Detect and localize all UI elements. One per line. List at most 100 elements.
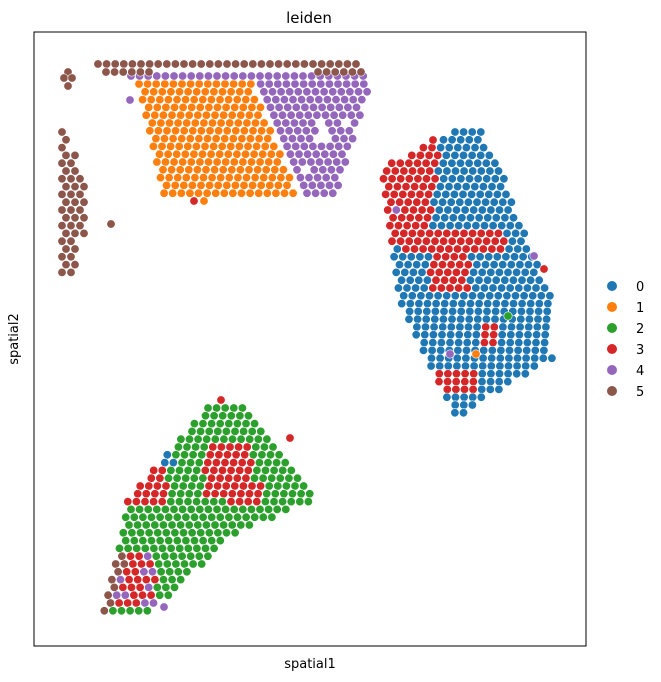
spot-cluster-0 [464, 314, 474, 324]
spot-cluster-2 [108, 606, 118, 616]
spot-cluster-1 [276, 173, 286, 183]
spot-cluster-4 [327, 126, 337, 136]
spot-cluster-3 [135, 582, 145, 592]
spot-cluster-3 [410, 182, 420, 192]
spot-cluster-1 [211, 188, 221, 198]
spot-cluster-1 [178, 102, 188, 112]
spot-cluster-5 [70, 244, 80, 254]
spot-cluster-0 [528, 291, 538, 301]
spot-cluster-1 [242, 118, 252, 128]
spot-cluster-1 [229, 79, 239, 89]
spot-cluster-0 [445, 221, 455, 231]
spot-cluster-3 [470, 244, 480, 254]
spot-cluster-1 [190, 173, 200, 183]
spot-cluster-0 [471, 338, 481, 348]
spot-cluster-4 [292, 165, 302, 175]
spot-cluster-2 [140, 543, 150, 553]
spot-cluster-1 [138, 95, 148, 105]
spot-cluster-0 [444, 182, 454, 192]
spot-cluster-3 [230, 481, 240, 491]
spot-cluster-0 [510, 291, 520, 301]
spot-cluster-0 [429, 197, 439, 207]
spot-cluster-4 [339, 134, 349, 144]
spot-cluster-3 [476, 228, 486, 238]
spot-cluster-3 [124, 575, 134, 585]
spot-cluster-0 [522, 345, 532, 355]
spot-cluster-0 [426, 353, 436, 363]
spot-cluster-2 [268, 442, 278, 452]
spot-cluster-4 [324, 79, 334, 89]
spot-cluster-0 [420, 330, 430, 340]
spot-cluster-1 [199, 196, 209, 206]
spot-cluster-1 [156, 173, 166, 183]
spot-cluster-2 [195, 481, 205, 491]
spot-cluster-4 [330, 134, 340, 144]
spot-cluster-1 [235, 165, 245, 175]
spot-cluster-1 [237, 134, 247, 144]
spot-cluster-2 [264, 504, 274, 514]
spot-cluster-1 [228, 134, 238, 144]
spot-cluster-0 [476, 150, 486, 160]
spot-cluster-0 [458, 408, 468, 418]
spot-cluster-4 [298, 71, 308, 81]
spot-cluster-3 [401, 244, 411, 254]
spot-cluster-3 [487, 244, 497, 254]
spot-cluster-3 [146, 590, 156, 600]
spot-cluster-1 [211, 79, 221, 89]
spot-cluster-3 [383, 205, 393, 215]
spot-cluster-4 [305, 134, 315, 144]
spot-cluster-0 [412, 322, 422, 332]
spot-cluster-3 [478, 244, 488, 254]
spot-cluster-1 [217, 141, 227, 151]
spot-cluster-1 [248, 126, 258, 136]
spot-cluster-5 [110, 67, 120, 77]
spot-cluster-3 [482, 236, 492, 246]
spot-cluster-2 [224, 419, 234, 429]
spot-cluster-4 [333, 180, 343, 190]
spot-cluster-4 [203, 71, 213, 81]
spot-cluster-5 [79, 197, 89, 207]
spot-cluster-2 [176, 434, 186, 444]
spot-cluster-2 [262, 489, 272, 499]
spot-cluster-5 [70, 228, 80, 238]
legend-marker-3 [607, 344, 617, 354]
spot-cluster-2 [133, 520, 143, 530]
spot-cluster-1 [161, 102, 171, 112]
spot-cluster-4 [116, 575, 126, 585]
spot-cluster-3 [396, 174, 406, 184]
spot-cluster-3 [220, 458, 230, 468]
spot-cluster-0 [514, 338, 524, 348]
spot-cluster-0 [455, 197, 465, 207]
spot-cluster-2 [209, 497, 219, 507]
spot-cluster-0 [451, 205, 461, 215]
spot-cluster-0 [473, 174, 483, 184]
spot-cluster-4 [307, 79, 317, 89]
spot-cluster-1 [213, 180, 223, 190]
spot-cluster-0 [427, 345, 437, 355]
spot-cluster-0 [403, 260, 413, 270]
spot-cluster-5 [106, 219, 116, 229]
spot-cluster-0 [456, 314, 466, 324]
spot-cluster-3 [434, 369, 444, 379]
spot-cluster-1 [209, 141, 219, 151]
spot-cluster-2 [135, 504, 145, 514]
spot-cluster-0 [526, 299, 536, 309]
spot-cluster-2 [296, 489, 306, 499]
spot-cluster-0 [477, 384, 487, 394]
spot-cluster-2 [244, 520, 254, 530]
spot-cluster-0 [490, 314, 500, 324]
spot-cluster-3 [382, 166, 392, 176]
spot-cluster-1 [196, 180, 206, 190]
spot-cluster-5 [99, 606, 109, 616]
spot-cluster-3 [407, 150, 417, 160]
spot-cluster-4 [301, 126, 311, 136]
spot-cluster-3 [150, 489, 160, 499]
spot-cluster-0 [478, 361, 488, 371]
x-axis-label: spatial1 [284, 657, 336, 672]
spot-cluster-2 [201, 411, 211, 421]
spot-cluster-4 [279, 95, 289, 105]
spot-cluster-3 [404, 236, 414, 246]
spot-cluster-5 [79, 182, 89, 192]
spot-cluster-4 [303, 149, 313, 159]
spot-cluster-1 [246, 79, 256, 89]
